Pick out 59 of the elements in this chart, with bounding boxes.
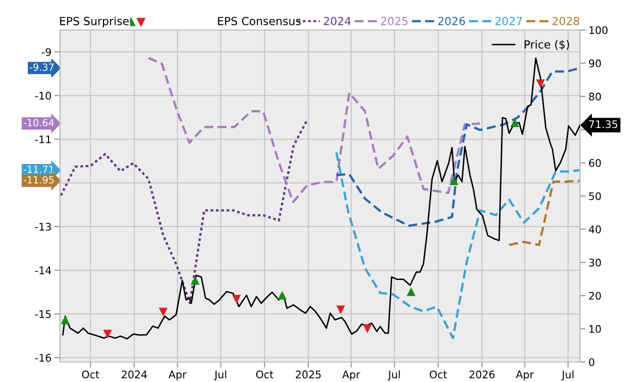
point [450, 176, 458, 186]
y-tick-label: -13 [35, 222, 51, 231]
line-series [335, 151, 580, 340]
x-tick-label: Apr [342, 370, 360, 380]
legend-label: Price ($) [524, 40, 570, 50]
y2-tick-label: 80 [589, 92, 601, 101]
x-tick-label: Oct [82, 370, 100, 378]
text: -10.64 [24, 118, 54, 126]
line-series [508, 180, 580, 246]
legend-label: 2026 [438, 16, 465, 26]
y2-tick-label: 50 [589, 192, 601, 200]
y-tick-label: -9 [42, 48, 51, 56]
x-tick-label: Apr [168, 370, 187, 380]
line-series [147, 56, 482, 204]
y-tick-label: -15 [35, 310, 51, 318]
x-tick-label: Jul [214, 370, 226, 380]
y2-tick-label: 90 [588, 59, 601, 68]
line-series [335, 66, 580, 227]
y-tick-label: -10 [35, 92, 51, 100]
point [103, 330, 112, 339]
point [60, 315, 70, 324]
point [336, 305, 346, 314]
x-tick-label: 2024 [122, 370, 147, 378]
text: -9.37 [30, 63, 54, 71]
point [510, 118, 520, 128]
text: -11.95 [24, 176, 54, 184]
text: EPS Consensus [218, 16, 301, 26]
point [232, 294, 241, 304]
y2-tick-label: 20 [589, 292, 601, 300]
legend-label: 2025 [381, 16, 408, 26]
x-tick-label: Jul [388, 370, 400, 380]
y-tick-label: -11 [35, 136, 51, 144]
y2-tick-label: 60 [589, 159, 601, 167]
legend-label: 2024 [324, 16, 351, 26]
legend-label: 2027 [495, 16, 522, 26]
x-tick-label: 2026 [470, 370, 495, 378]
point [406, 287, 416, 296]
data-label: 71.35 [589, 120, 618, 128]
x-tick-label: Oct [256, 370, 274, 378]
point [158, 308, 168, 317]
text: EPS Surprise [60, 16, 129, 28]
x-tick-label: 2025 [296, 370, 321, 378]
y-tick-label: -16 [35, 354, 52, 362]
point [362, 324, 372, 334]
point [536, 79, 545, 88]
x-tick-label: Oct [430, 370, 447, 378]
text: -11.71 [24, 166, 54, 173]
x-tick-label: Jul [561, 370, 574, 380]
y2-tick-label: 10 [589, 325, 601, 333]
y2-tick-label: 40 [588, 225, 601, 234]
y2-tick-label: 30 [589, 258, 601, 267]
y2-tick-label: 100 [589, 26, 608, 34]
x-tick-label: Apr [516, 370, 534, 380]
point [190, 276, 200, 285]
point [278, 290, 287, 300]
line-series [60, 119, 308, 304]
legend-label: 2028 [552, 16, 580, 26]
y-tick-label: -14 [35, 266, 52, 274]
y2-tick-label: 0 [589, 358, 594, 366]
